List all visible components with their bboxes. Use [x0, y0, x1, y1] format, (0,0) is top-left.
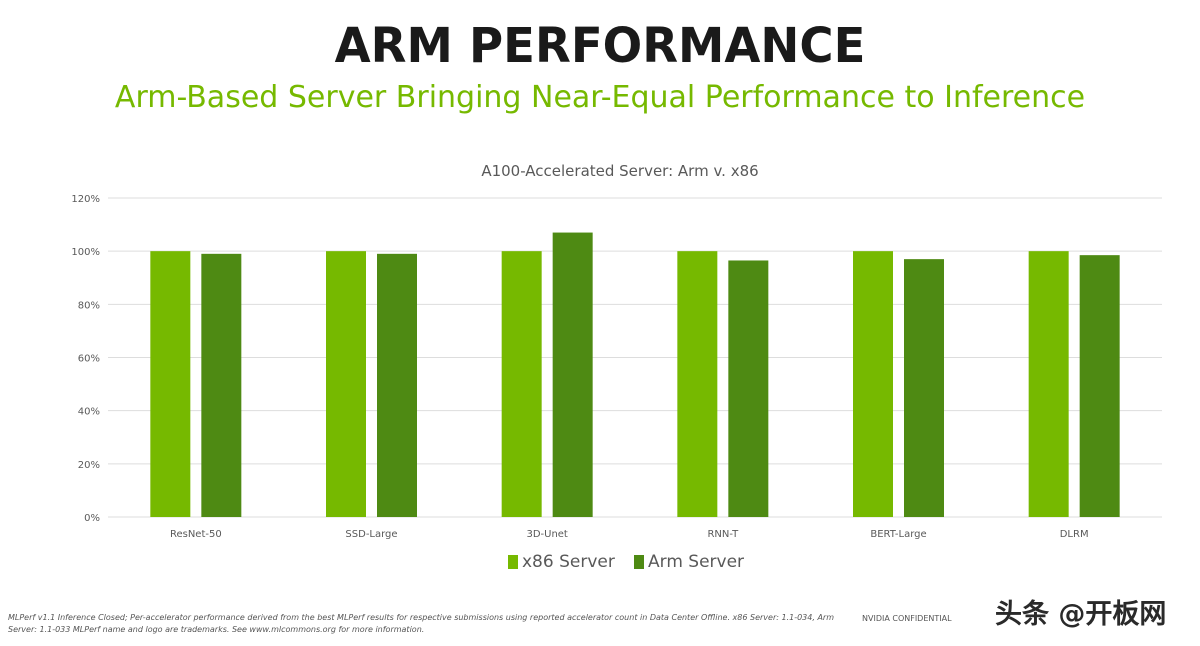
- bar-arm: [1079, 255, 1120, 517]
- footnote: MLPerf v1.1 Inference Closed; Per-accele…: [8, 613, 834, 634]
- legend-label-x86: x86 Server: [522, 552, 615, 572]
- legend-label-arm: Arm Server: [648, 552, 744, 572]
- x-tick-label: ResNet-50: [170, 529, 222, 540]
- y-tick-label: 40%: [78, 407, 100, 418]
- x-tick-label: SSD-Large: [345, 529, 397, 540]
- footer-confidential: NVIDIA CONFIDENTIAL: [862, 614, 952, 623]
- chart-title: A100-Accelerated Server: Arm v. x86: [481, 162, 758, 180]
- bar-arm: [904, 259, 944, 517]
- bar-chart: A100-Accelerated Server: Arm v. x86 0% 20%…: [71, 162, 1162, 572]
- legend-swatch-x86: [508, 555, 518, 569]
- x-tick-label: DLRM: [1060, 529, 1089, 540]
- y-tick-label: 20%: [78, 460, 100, 471]
- bar-x86: [853, 251, 893, 517]
- bar-arm: [201, 253, 242, 517]
- y-tick-label: 100%: [71, 247, 100, 258]
- watermark: 头条 @开板网: [995, 599, 1167, 630]
- x-tick-label: RNN-T: [707, 529, 739, 540]
- y-tick-label: 60%: [78, 354, 100, 365]
- bar-x86: [1028, 251, 1069, 517]
- page-title: ARM PERFORMANCE: [334, 18, 866, 74]
- page-subtitle: Arm-Based Server Bringing Near-Equal Per…: [114, 80, 1086, 115]
- y-tick-label: 120%: [71, 194, 100, 205]
- bar-arm: [377, 253, 417, 517]
- bar-x86: [677, 251, 718, 517]
- bar-x86: [501, 251, 542, 517]
- bar-x86: [150, 251, 191, 517]
- bar-arm: [728, 260, 769, 517]
- bar-arm: [552, 232, 593, 517]
- x-tick-label: 3D-Unet: [526, 529, 567, 540]
- legend-swatch-arm: [634, 555, 644, 569]
- y-tick-label: 0%: [84, 513, 100, 524]
- y-tick-label: 80%: [78, 300, 100, 311]
- bar-x86: [326, 251, 366, 517]
- x-tick-label: BERT-Large: [870, 529, 926, 540]
